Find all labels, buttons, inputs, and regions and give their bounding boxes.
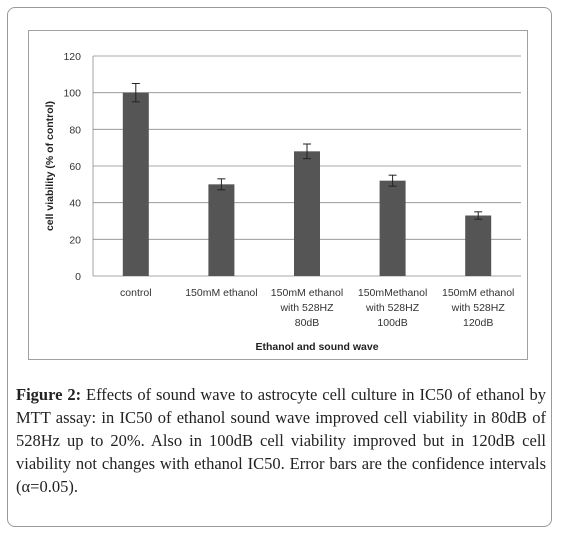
- y-tick-label: 80: [69, 124, 81, 136]
- x-tick-label: 100dB: [377, 317, 407, 329]
- x-axis-title: Ethanol and sound wave: [255, 341, 378, 353]
- x-tick-label: 150mM ethanol: [442, 287, 514, 299]
- caption-text: Effects of sound wave to astrocyte cell …: [16, 385, 547, 496]
- x-tick-label: 150mM ethanol: [271, 287, 343, 299]
- x-tick-label: 150mM ethanol: [185, 287, 257, 299]
- bar: [465, 215, 492, 276]
- bar: [208, 184, 235, 276]
- bar: [379, 180, 406, 276]
- y-tick-label: 100: [63, 88, 81, 100]
- bar: [122, 92, 149, 276]
- caption-label: Figure 2:: [16, 385, 82, 404]
- x-tick-label: with 528HZ: [279, 302, 334, 314]
- x-tick-label: with 528HZ: [451, 302, 506, 314]
- figure-frame: 0 20 40 60 80 100 120 control 150mM ethanol 150mM…: [7, 7, 552, 527]
- x-tick-label: 80dB: [295, 317, 320, 329]
- x-tick-label: 120dB: [463, 317, 493, 329]
- chart-area: 0 20 40 60 80 100 120 control 150mM ethanol 150mM…: [28, 30, 528, 360]
- y-tick-label: 60: [69, 161, 81, 173]
- y-tick-label: 40: [69, 198, 81, 210]
- y-tick-label: 20: [69, 234, 81, 246]
- y-tick-label: 120: [63, 51, 81, 63]
- figure-caption: Figure 2: Effects of sound wave to astro…: [16, 383, 546, 498]
- x-tick-label: with 528HZ: [365, 302, 420, 314]
- x-tick-label: control: [120, 287, 152, 299]
- y-tick-label: 0: [75, 271, 81, 283]
- x-tick-label: 150mMethanol: [358, 287, 427, 299]
- bar-chart: 0 20 40 60 80 100 120 control 150mM ethanol 150mM…: [44, 51, 521, 353]
- bar: [294, 151, 320, 276]
- y-axis-title: cell viability (% of control): [44, 101, 56, 231]
